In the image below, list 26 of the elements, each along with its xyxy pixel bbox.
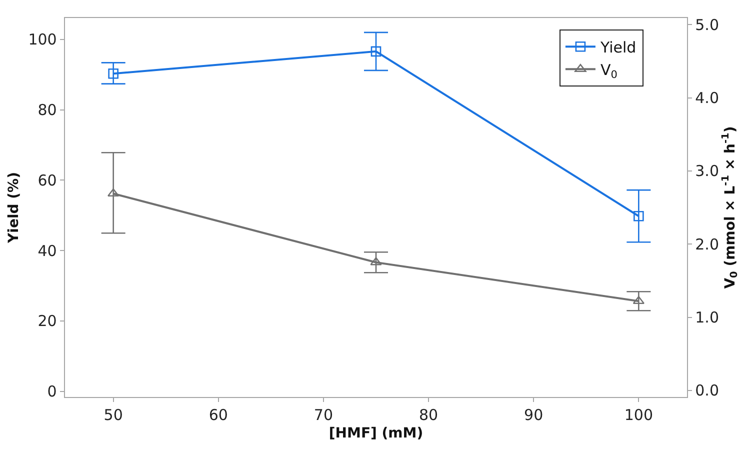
y2-tick-label: 0.0 xyxy=(695,382,720,400)
x-tick-label: 50 xyxy=(104,406,123,424)
point xyxy=(370,46,382,57)
y-tick-label: 100 xyxy=(28,30,57,49)
x-tick-label: 100 xyxy=(624,406,653,424)
y-tick-label: 80 xyxy=(38,101,57,120)
y-tick-label: 0 xyxy=(47,382,57,401)
legend-label: Yield xyxy=(599,38,636,56)
y2-tick-label: 1.0 xyxy=(695,308,720,326)
y2-tick-label: 5.0 xyxy=(695,16,720,34)
y2-tick-label: 2.0 xyxy=(695,235,720,254)
x-axis-title: [HMF] (mM) xyxy=(328,425,424,442)
y-axis-title: Yield (%) xyxy=(6,172,22,244)
y2-tick-label: 4.0 xyxy=(695,89,720,107)
x-tick-label: 80 xyxy=(418,406,438,424)
legend-label: V$_{0}$ xyxy=(600,60,618,82)
y2-tick-label: 3.0 xyxy=(695,162,720,180)
y-tick-label: 60 xyxy=(38,171,57,190)
point xyxy=(370,257,382,266)
x-tick-label: 70 xyxy=(314,406,334,424)
point xyxy=(634,210,644,222)
y-tick-label: 40 xyxy=(38,242,57,260)
point xyxy=(108,68,118,79)
x-tick-label: 60 xyxy=(208,406,228,424)
y-tick-label: 20 xyxy=(38,312,57,330)
x-tick-label: 90 xyxy=(524,406,544,424)
